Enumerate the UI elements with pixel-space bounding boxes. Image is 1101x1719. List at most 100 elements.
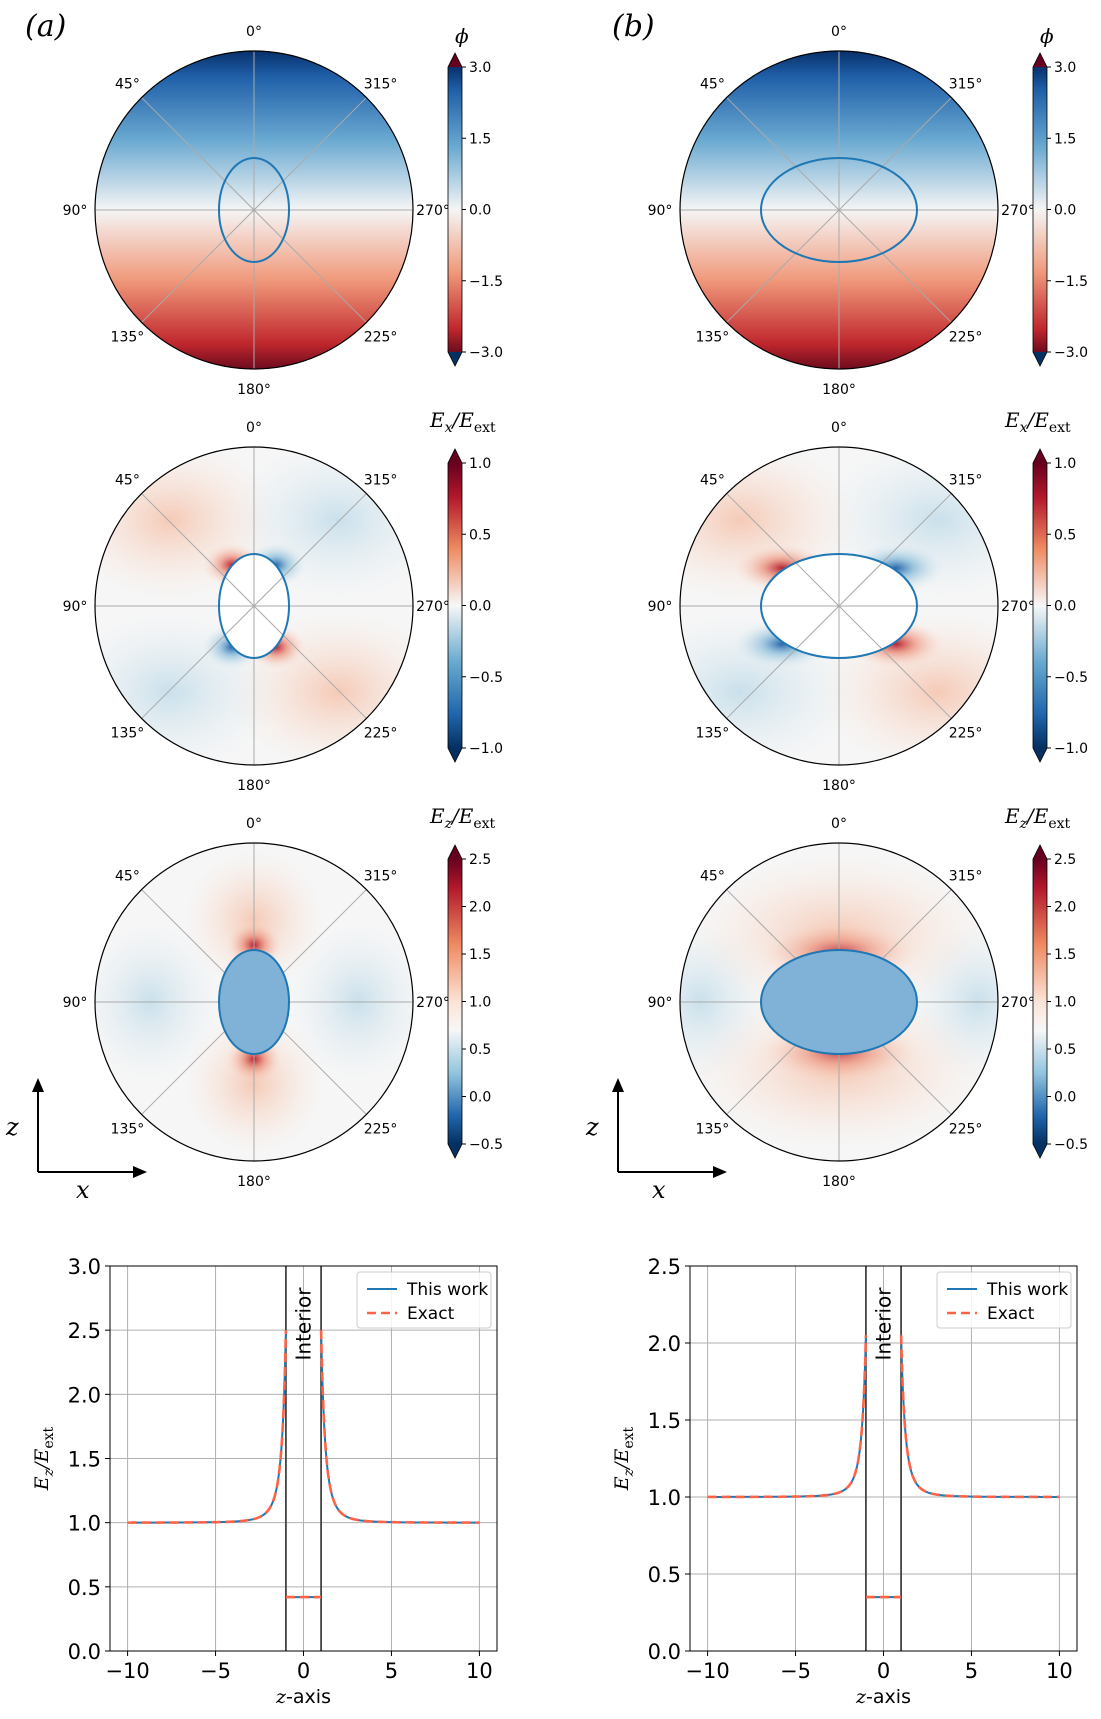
x-tick-label: −5 — [780, 1659, 811, 1683]
colorbar-tick-label: −0.5 — [469, 1137, 503, 1153]
colorbar-tick-label: 0.0 — [469, 203, 491, 219]
colorbar-tick-label: 3.0 — [1054, 60, 1076, 76]
angle-label: 225° — [364, 330, 398, 346]
angle-label: 0° — [246, 24, 262, 40]
colorbar-extend-bottom — [1033, 748, 1047, 762]
polar-phi-b: 0° 45° 90° 135° 180° 225° 270° 315° — [648, 24, 1035, 398]
colorbar-scale — [448, 67, 462, 352]
angle-label: 225° — [364, 1122, 398, 1138]
y-tick-label: 0.5 — [648, 1563, 681, 1587]
angle-label: 270° — [1001, 203, 1035, 219]
line-chart-b: −10 −5 0 5 10 0.0 0.5 1.0 1.5 2.0 2.5 Interior This … — [611, 1255, 1078, 1708]
series-exact-line — [707, 1335, 868, 1499]
colorbar-ez-b: 2.5 2.0 1.5 1.0 0.5 0.0 −0.5 — [1032, 844, 1088, 1159]
colorbar-title-ex-b: Ex/Eext — [1004, 408, 1071, 436]
x-axis-label: z-axis — [275, 1686, 331, 1708]
colorbar-tick-label: −1.0 — [469, 741, 503, 757]
angle-label: 315° — [364, 868, 398, 884]
angle-label: 180° — [822, 1174, 856, 1190]
angle-label: 225° — [949, 1122, 983, 1138]
series-exact-line — [319, 1330, 480, 1524]
legend-label-exact: Exact — [407, 1304, 455, 1324]
colorbar-title-ez-a: Ez/Eext — [429, 804, 496, 832]
colorbar-title-phi-a: ϕ — [455, 24, 469, 48]
colorbar-tick-label: −0.5 — [469, 670, 503, 686]
panel-label-a: (a) — [25, 9, 66, 44]
y-tick-label: 1.0 — [648, 1486, 681, 1510]
polar-phi-a: 0° 45° 90° 135° 180° 225° 270° 315° — [63, 24, 450, 398]
y-tick-label: 2.0 — [648, 1332, 681, 1356]
x-tick-label: 0 — [877, 1659, 890, 1683]
colorbar-extend-bottom — [448, 1144, 462, 1158]
angle-label: 135° — [696, 330, 730, 346]
colorbar-extend-bottom — [448, 352, 462, 366]
colorbar-extend-bottom — [1033, 1144, 1047, 1158]
angle-label: 135° — [111, 726, 145, 742]
colorbar-tick-label: −3.0 — [1054, 345, 1088, 361]
colorbar-title-ex-a: Ex/Eext — [429, 408, 496, 436]
polar-spoke — [726, 97, 952, 323]
y-tick-label: 2.0 — [68, 1383, 101, 1407]
colorbar-scale — [448, 859, 462, 1144]
svg-text:Ez/Eext: Ez/Eext — [1004, 804, 1071, 832]
colorbar-tick-label: 1.0 — [1054, 456, 1076, 472]
legend-label-exact: Exact — [987, 1304, 1035, 1324]
colorbar-tick-label: −0.5 — [1054, 670, 1088, 686]
colorbar-extend-top — [448, 53, 462, 67]
colorbar-title-phi-b: ϕ — [1040, 24, 1054, 48]
angle-label: 90° — [648, 599, 673, 615]
interior-label: Interior — [292, 1287, 316, 1361]
svg-text:Ez/Eext: Ez/Eext — [429, 804, 496, 832]
svg-text:ϕ: ϕ — [455, 24, 469, 48]
axis-indicator-b: z x — [585, 1078, 727, 1204]
colorbar-extend-bottom — [1033, 352, 1047, 366]
colorbar-tick-label: 1.5 — [1054, 131, 1076, 147]
polar-spoke — [141, 97, 367, 323]
axis-letter-z: z — [585, 1113, 599, 1141]
angle-label: 135° — [696, 726, 730, 742]
y-tick-label: 1.5 — [648, 1409, 681, 1433]
colorbar-extend-top — [448, 449, 462, 463]
legend-label-this-work: This work — [986, 1280, 1068, 1300]
angle-label: 180° — [237, 778, 271, 794]
x-tick-label: 5 — [385, 1659, 398, 1683]
series-this-work-line — [320, 1330, 480, 1524]
y-tick-label: 1.0 — [68, 1512, 101, 1536]
svg-text:Ex/Eext: Ex/Eext — [429, 408, 496, 436]
colorbar-tick-label: 0.0 — [469, 599, 491, 615]
x-tick-label: 5 — [965, 1659, 978, 1683]
angle-label: 90° — [63, 995, 88, 1011]
colorbar-tick-label: 0.5 — [1054, 1042, 1076, 1058]
colorbar-extend-bottom — [448, 748, 462, 762]
colorbar-scale — [448, 463, 462, 748]
colorbar-phi-a: 3.0 1.5 0.0 −1.5 −3.0 — [447, 52, 503, 367]
ellipse-boundary — [760, 553, 918, 659]
colorbar-tick-label: 3.0 — [469, 60, 491, 76]
y-tick-label: 0.0 — [68, 1640, 101, 1664]
colorbar-extend-top — [1033, 845, 1047, 859]
x-tick-label: −5 — [200, 1659, 231, 1683]
axis-letter-z: z — [5, 1113, 19, 1141]
panel-label-b: (b) — [612, 9, 655, 44]
colorbar-tick-label: −3.0 — [469, 345, 503, 361]
colorbar-tick-label: 0.5 — [1054, 527, 1076, 543]
polar-ez-b: 0° 45° 90° 135° 180° 225° 270° 315° — [648, 816, 1035, 1190]
colorbar-tick-label: 0.0 — [1054, 1090, 1076, 1106]
angle-label: 270° — [416, 995, 450, 1011]
x-tick-label: 0 — [297, 1659, 310, 1683]
y-tick-label: 0.0 — [648, 1640, 681, 1664]
angle-label: 225° — [949, 726, 983, 742]
angle-label: 90° — [63, 599, 88, 615]
colorbar-tick-label: 1.0 — [469, 995, 491, 1011]
angle-label: 225° — [364, 726, 398, 742]
angle-label: 45° — [700, 76, 725, 92]
colorbar-ez-a: 2.5 2.0 1.5 1.0 0.5 0.0 −0.5 — [447, 844, 503, 1159]
angle-label: 0° — [831, 24, 847, 40]
colorbar-scale — [1033, 463, 1047, 748]
colorbar-tick-label: −0.5 — [1054, 1137, 1088, 1153]
angle-label: 180° — [237, 1174, 271, 1190]
ellipse-boundary — [760, 157, 918, 263]
colorbar-tick-label: −1.5 — [1054, 274, 1088, 290]
angle-label: 180° — [822, 778, 856, 794]
x-axis-label: z-axis — [855, 1686, 911, 1708]
